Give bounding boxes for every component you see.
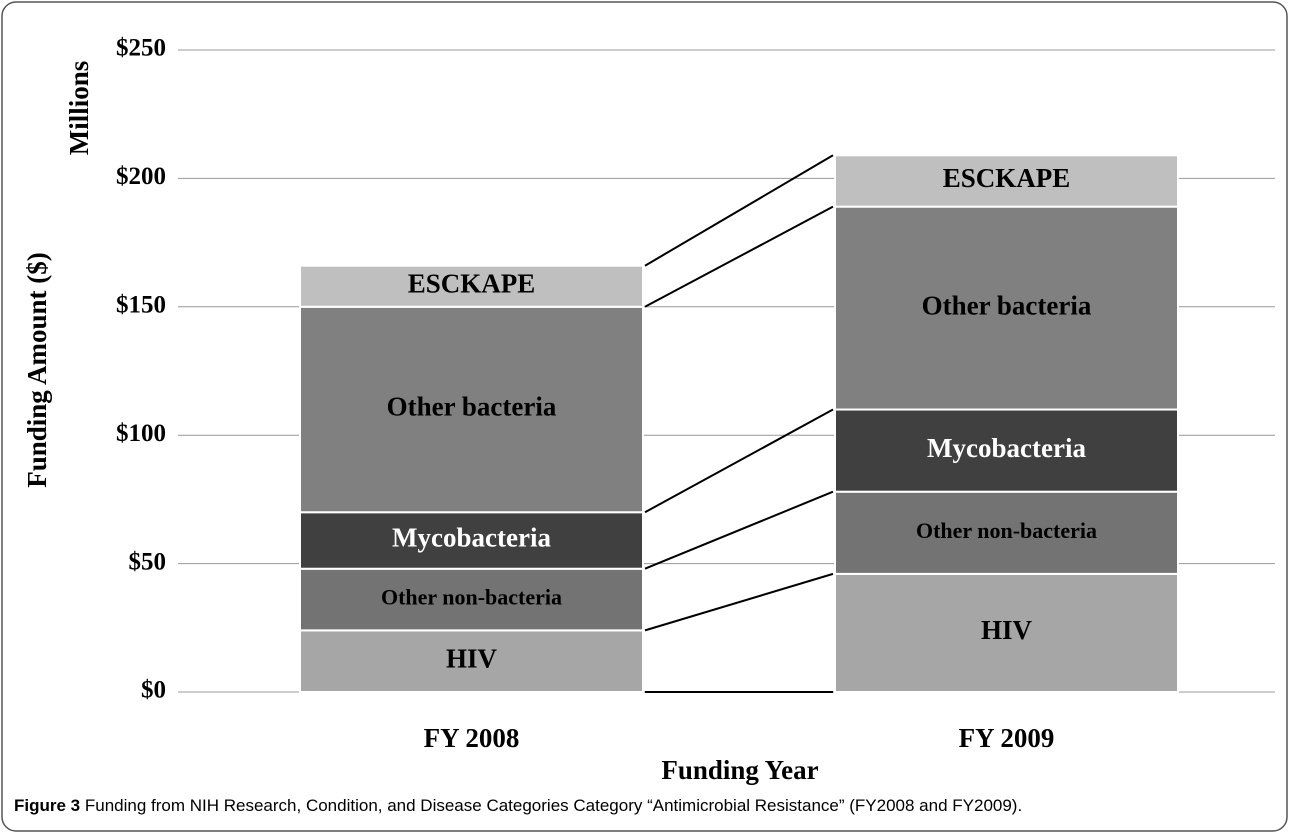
connector-line bbox=[644, 490, 834, 570]
caption-label: Figure 3 bbox=[14, 796, 80, 815]
segment-label: HIV bbox=[981, 615, 1033, 645]
y-tick-label: $250 bbox=[116, 35, 166, 62]
x-axis-title: Funding Year bbox=[661, 755, 818, 785]
bar-segment bbox=[834, 154, 1179, 208]
y-unit: Millions bbox=[64, 61, 94, 156]
bar-segment bbox=[834, 408, 1179, 493]
bar-segment bbox=[834, 205, 1179, 411]
caption-text: Funding from NIH Research, Condition, an… bbox=[85, 796, 1022, 815]
segment-label: HIV bbox=[446, 643, 498, 673]
y-tick-label: $50 bbox=[129, 548, 167, 575]
y-tick-label: $150 bbox=[116, 292, 166, 319]
bar-segment bbox=[834, 490, 1179, 575]
segment-label: Mycobacteria bbox=[927, 433, 1086, 463]
segment-label: Mycobacteria bbox=[392, 523, 551, 553]
y-tick-label: $200 bbox=[116, 163, 166, 190]
x-tick-label: FY 2008 bbox=[424, 723, 520, 753]
segment-label: Other non-bacteria bbox=[381, 585, 562, 610]
connector-line bbox=[644, 572, 834, 632]
segment-label: Other bacteria bbox=[387, 392, 557, 422]
segment-label: ESCKAPE bbox=[408, 268, 536, 298]
segment-label: ESCKAPE bbox=[943, 163, 1071, 193]
bar-segment bbox=[299, 305, 644, 514]
bar-segment bbox=[834, 572, 1179, 694]
bar-segment bbox=[299, 567, 644, 632]
segment-label: Other bacteria bbox=[922, 290, 1092, 320]
caption: Figure 3 Funding from NIH Research, Cond… bbox=[14, 796, 1022, 815]
y-tick-label: $100 bbox=[116, 420, 166, 447]
y-axis-title: Funding Amount ($) bbox=[22, 252, 52, 488]
connector-line bbox=[644, 154, 834, 267]
y-tick-label: $0 bbox=[141, 677, 166, 704]
connector-line bbox=[644, 408, 834, 514]
bar-segment bbox=[299, 264, 644, 308]
connector-line bbox=[644, 205, 834, 308]
segment-label: Other non-bacteria bbox=[916, 518, 1097, 543]
bar-segment bbox=[299, 511, 644, 570]
x-tick-label: FY 2009 bbox=[959, 723, 1055, 753]
